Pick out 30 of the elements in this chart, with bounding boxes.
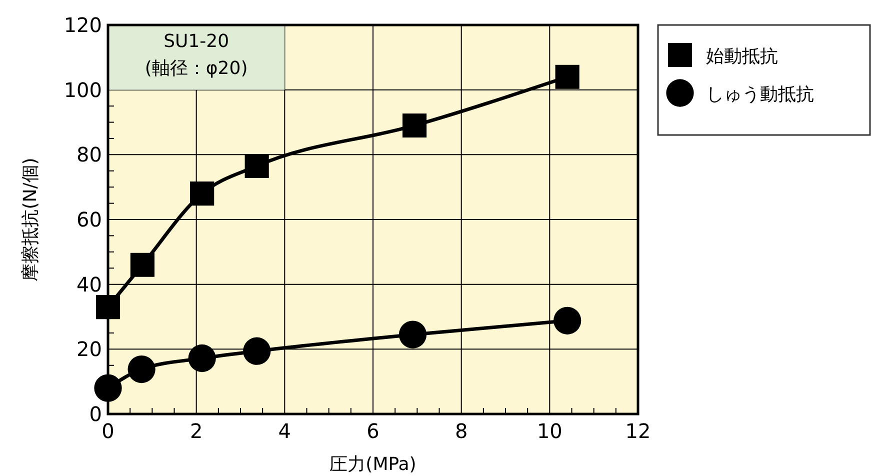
- point: [554, 306, 582, 334]
- x-tick-label: 4: [278, 419, 292, 443]
- point: [96, 294, 120, 320]
- x-tick-label: 10: [536, 419, 562, 443]
- point: [94, 374, 122, 402]
- point: [555, 64, 580, 89]
- point: [243, 337, 271, 365]
- point: [130, 252, 154, 277]
- x-tick-label: 2: [190, 419, 203, 443]
- x-tick-label: 6: [366, 419, 380, 443]
- point: [190, 182, 214, 206]
- y-tick-label: 0: [89, 402, 102, 426]
- y-tick-label: 60: [76, 208, 102, 232]
- y-axis-title: 摩擦抵抗(N/個): [20, 158, 41, 282]
- x-axis-title: 圧力(MPa): [330, 454, 416, 475]
- y-tick-label: 40: [76, 272, 102, 296]
- point: [402, 113, 427, 138]
- point: [244, 154, 269, 178]
- x-tick-label: 12: [625, 419, 651, 443]
- y-tick-label: 20: [76, 337, 102, 362]
- y-tick-label: 100: [64, 78, 102, 102]
- point: [188, 344, 216, 372]
- y-tick-label: 80: [76, 142, 102, 167]
- point: [128, 355, 156, 384]
- x-tick-label: 8: [454, 419, 468, 443]
- annotation: SU1-20 (軸径：φ20): [144, 31, 248, 79]
- legend-label: しゅう動抵抗: [706, 84, 814, 105]
- y-tick-label: 120: [64, 13, 102, 37]
- legend-label: 始動抵抗: [706, 46, 778, 67]
- point: [398, 320, 427, 348]
